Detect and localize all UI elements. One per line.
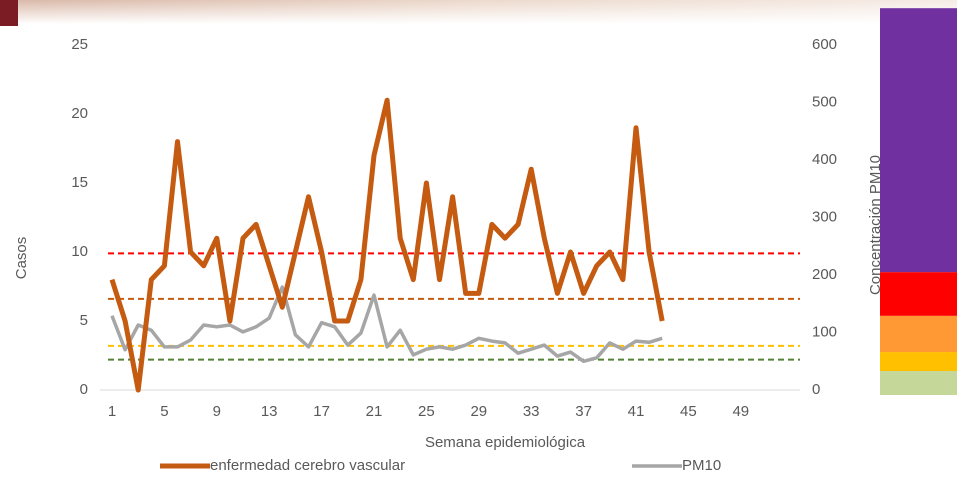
y2-tick-label: 200 <box>812 266 837 283</box>
x-tick-label: 41 <box>628 403 645 420</box>
banner-block <box>0 0 18 26</box>
legend-label: enfermedad cerebro vascular <box>210 457 405 474</box>
series-line <box>110 285 663 364</box>
pm10-band <box>880 371 957 395</box>
x-tick-label: 49 <box>732 403 749 420</box>
y-tick-label: 20 <box>71 105 88 122</box>
series-line <box>109 97 665 393</box>
x-tick-label: 1 <box>108 403 116 420</box>
x-tick-label: 9 <box>213 403 221 420</box>
x-tick-label: 5 <box>160 403 168 420</box>
banner-fade <box>0 0 957 24</box>
x-tick-label: 21 <box>366 403 383 420</box>
pm10-band <box>880 315 957 353</box>
y-tick-label: 5 <box>80 312 88 329</box>
y2-axis-title: Concentración PM10 <box>867 155 884 295</box>
pm10-band <box>880 272 957 316</box>
legend-label: PM10 <box>682 457 721 474</box>
y2-tick-label: 400 <box>812 151 837 168</box>
y-tick-label: 0 <box>80 381 88 398</box>
x-axis-title: Semana epidemiológica <box>425 434 586 451</box>
x-tick-label: 37 <box>575 403 592 420</box>
x-tick-label: 25 <box>418 403 435 420</box>
y-tick-label: 25 <box>71 36 88 53</box>
pm10-band <box>880 8 957 273</box>
y2-tick-label: 600 <box>812 36 837 53</box>
pm10-band <box>880 352 957 372</box>
y-tick-label: 15 <box>71 174 88 191</box>
x-tick-label: 17 <box>313 403 330 420</box>
y2-tick-label: 0 <box>812 381 820 398</box>
y-tick-label: 10 <box>71 243 88 260</box>
x-tick-label: 45 <box>680 403 697 420</box>
x-tick-label: 33 <box>523 403 540 420</box>
y2-tick-label: 500 <box>812 93 837 110</box>
y2-tick-label: 100 <box>812 323 837 340</box>
y-axis-title: Casos <box>13 237 30 280</box>
x-tick-label: 29 <box>470 403 487 420</box>
x-tick-label: 13 <box>261 403 278 420</box>
y2-tick-label: 300 <box>812 208 837 225</box>
